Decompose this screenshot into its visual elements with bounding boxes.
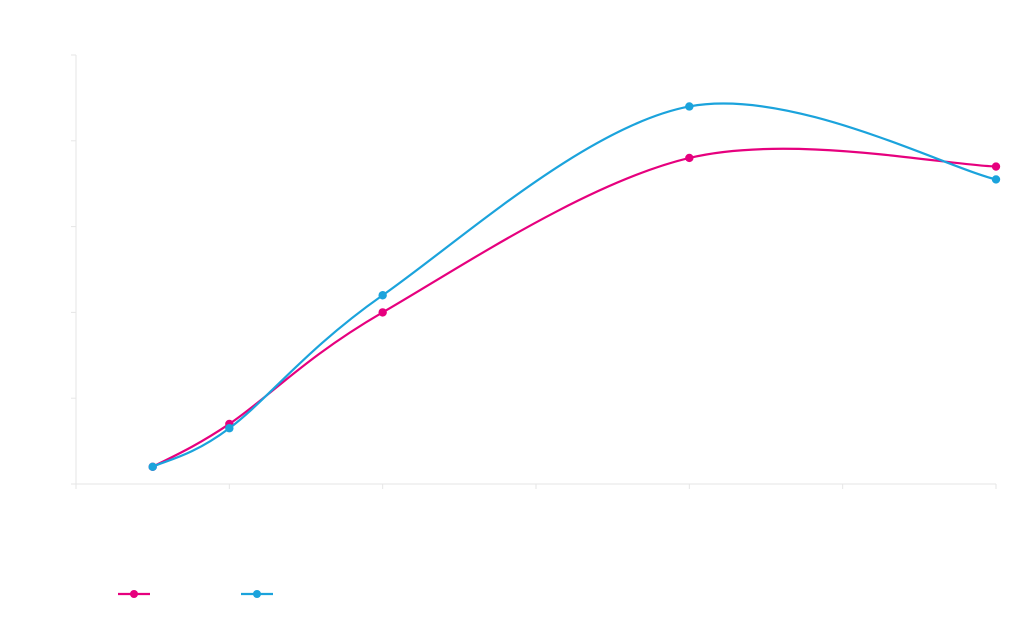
legend-item-1[interactable] — [118, 590, 150, 598]
series-1 — [148, 147, 1001, 472]
legend — [118, 590, 273, 598]
series-2-point[interactable] — [378, 291, 387, 300]
axes — [71, 54, 997, 489]
legend-item-2[interactable] — [241, 590, 273, 598]
series-1-point[interactable] — [991, 162, 1001, 171]
series-2-point[interactable] — [225, 424, 234, 433]
series-1-point[interactable] — [378, 308, 387, 317]
series-2 — [148, 102, 1001, 472]
series-2-line — [152, 102, 997, 468]
series-2-point[interactable] — [148, 462, 157, 472]
series-1-point[interactable] — [685, 153, 694, 163]
legend-swatch-marker — [130, 590, 138, 598]
series-layer — [148, 102, 1001, 472]
series-1-line — [152, 147, 997, 468]
series-2-point[interactable] — [685, 102, 694, 111]
legend-swatch-marker — [253, 590, 261, 598]
series-2-point[interactable] — [991, 175, 1001, 184]
